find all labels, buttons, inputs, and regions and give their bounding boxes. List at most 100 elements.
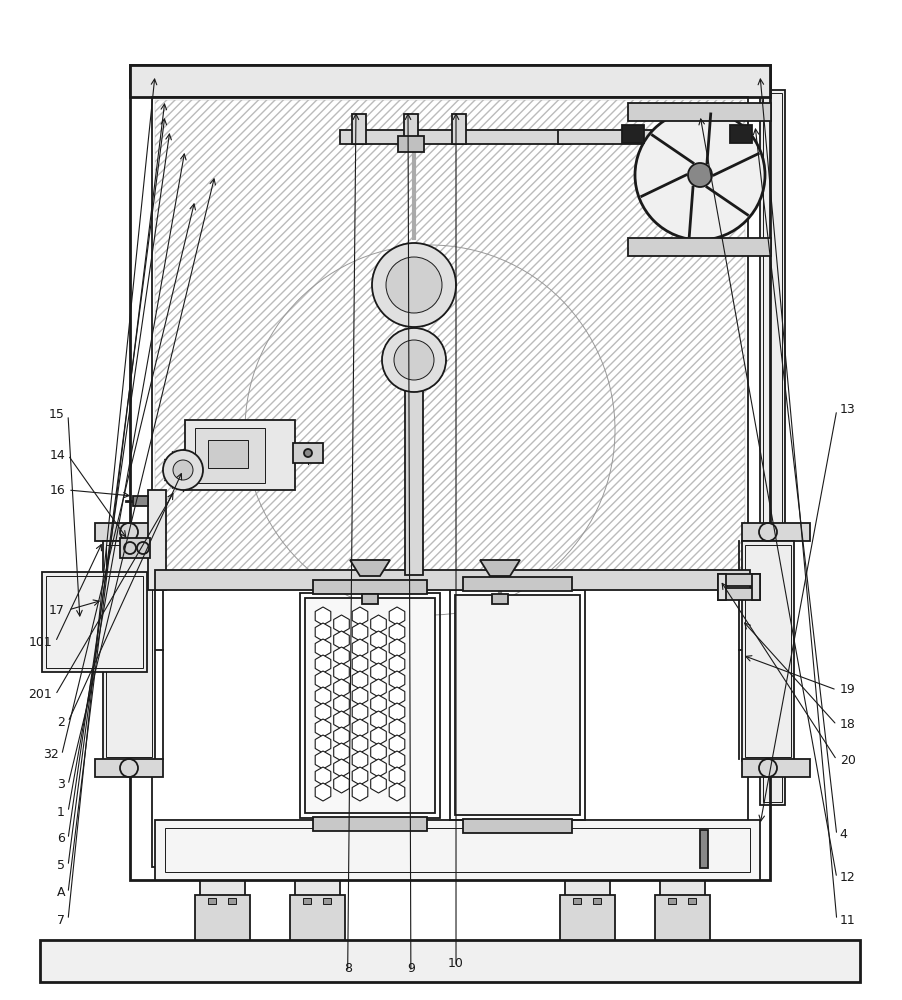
Polygon shape (389, 703, 404, 721)
Bar (155, 820, 759, 880)
Text: 13: 13 (839, 403, 854, 416)
Polygon shape (350, 560, 390, 576)
Text: 8: 8 (344, 962, 351, 975)
Bar (155, 570, 750, 590)
Bar (405, 345, 422, 575)
Bar (148, 490, 166, 590)
Polygon shape (315, 671, 330, 689)
Polygon shape (315, 719, 330, 737)
Bar (717, 574, 759, 586)
Bar (362, 594, 378, 604)
Polygon shape (371, 711, 386, 729)
Bar (621, 125, 643, 143)
Polygon shape (371, 727, 386, 745)
Polygon shape (334, 663, 349, 681)
Bar (627, 103, 770, 121)
Polygon shape (371, 695, 386, 713)
Bar (762, 93, 781, 802)
Text: 11: 11 (839, 914, 854, 926)
Polygon shape (352, 623, 367, 641)
Polygon shape (334, 695, 349, 713)
Polygon shape (389, 751, 404, 769)
Bar (492, 594, 508, 604)
Bar (195, 895, 250, 940)
Bar (403, 114, 418, 144)
Polygon shape (315, 639, 330, 657)
Polygon shape (315, 655, 330, 673)
Polygon shape (334, 775, 349, 793)
Text: 12: 12 (839, 871, 854, 884)
Polygon shape (352, 671, 367, 689)
Bar (103, 541, 155, 761)
Text: 4: 4 (839, 828, 847, 841)
Bar (46, 576, 143, 668)
Bar (398, 136, 424, 152)
Polygon shape (389, 623, 404, 641)
Bar (95, 523, 163, 541)
Polygon shape (352, 767, 367, 785)
Polygon shape (352, 735, 367, 753)
Polygon shape (315, 751, 330, 769)
Text: 101: 101 (29, 636, 52, 648)
Text: 17: 17 (49, 603, 65, 616)
Bar (185, 420, 295, 490)
Bar (557, 130, 687, 144)
Circle shape (393, 340, 434, 380)
Polygon shape (334, 727, 349, 745)
Polygon shape (334, 711, 349, 729)
Bar (593, 898, 601, 904)
Polygon shape (371, 743, 386, 761)
Circle shape (372, 243, 456, 327)
Circle shape (304, 449, 312, 457)
Polygon shape (315, 703, 330, 721)
Bar (717, 588, 759, 600)
Polygon shape (315, 735, 330, 753)
Polygon shape (389, 719, 404, 737)
Polygon shape (352, 687, 367, 705)
Text: 5: 5 (57, 859, 65, 872)
Bar (699, 830, 707, 868)
Bar (130, 65, 769, 880)
Polygon shape (352, 751, 367, 769)
Text: 2: 2 (57, 715, 65, 728)
Polygon shape (371, 631, 386, 649)
Bar (165, 828, 750, 872)
Bar (227, 898, 235, 904)
Bar (295, 875, 340, 940)
Circle shape (385, 257, 441, 313)
Bar (303, 898, 310, 904)
Polygon shape (389, 655, 404, 673)
Text: 9: 9 (407, 962, 414, 975)
Bar (744, 545, 790, 757)
Text: 32: 32 (43, 748, 59, 762)
Bar (627, 238, 770, 256)
Bar (299, 593, 439, 818)
Bar (449, 590, 584, 820)
Bar (741, 541, 793, 761)
Polygon shape (334, 743, 349, 761)
Polygon shape (334, 615, 349, 633)
Text: 201: 201 (29, 688, 52, 701)
Polygon shape (389, 639, 404, 657)
Bar (463, 819, 571, 833)
Polygon shape (352, 703, 367, 721)
Bar (155, 100, 744, 590)
Polygon shape (334, 679, 349, 697)
Polygon shape (480, 560, 520, 576)
Bar (40, 940, 859, 982)
Bar (729, 125, 751, 143)
Polygon shape (315, 623, 330, 641)
Polygon shape (315, 687, 330, 705)
Polygon shape (371, 775, 386, 793)
Text: 19: 19 (839, 683, 854, 696)
Bar (292, 443, 323, 463)
Bar (659, 875, 704, 940)
Circle shape (382, 328, 446, 392)
Circle shape (173, 460, 193, 480)
Polygon shape (315, 783, 330, 801)
Bar (42, 572, 147, 672)
Bar (195, 428, 264, 483)
Bar (305, 598, 435, 813)
Bar (565, 875, 610, 940)
Bar (452, 114, 465, 144)
